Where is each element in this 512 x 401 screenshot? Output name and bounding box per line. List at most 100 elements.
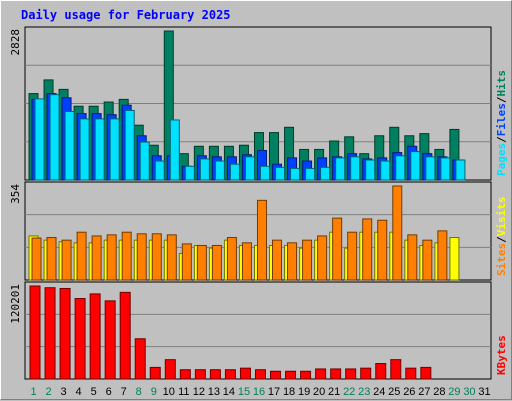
x-tick-label-day-12: 12	[193, 386, 205, 398]
bar-pages-day-29	[455, 159, 466, 181]
bar-sites-day-22	[347, 231, 358, 281]
bar-pages-day-15	[244, 156, 255, 181]
bar-pages-day-12	[199, 158, 210, 181]
bar-kbytes-day-20	[315, 368, 327, 380]
axis-label-part: /	[495, 236, 508, 243]
bar-pages-day-11	[184, 165, 195, 181]
x-tick-label-day-23: 23	[358, 386, 370, 398]
bar-kbytes-day-10	[164, 359, 176, 380]
x-tick-label-day-20: 20	[313, 386, 325, 398]
x-tick-label-day-14: 14	[223, 386, 235, 398]
axis-label-part: Sites	[495, 243, 508, 276]
bar-sites-day-23	[362, 218, 373, 281]
x-tick-label-day-16: 16	[253, 386, 265, 398]
bar-pages-day-20	[320, 166, 331, 181]
bar-sites-day-26	[407, 234, 418, 281]
bar-sites-day-18	[287, 242, 298, 281]
axis-label-kbytes: KBytes	[495, 335, 508, 375]
x-tick-label-day-8: 8	[136, 386, 142, 398]
x-tick-label-day-2: 2	[45, 386, 51, 398]
bar-pages-day-26	[410, 151, 421, 181]
bar-pages-day-7	[124, 109, 135, 181]
x-tick-label-day-9: 9	[151, 386, 157, 398]
bar-kbytes-day-15	[239, 367, 251, 380]
bar-kbytes-day-17	[270, 370, 282, 380]
x-tick-label-day-25: 25	[388, 386, 400, 398]
bar-kbytes-day-18	[285, 370, 297, 380]
x-tick-label-day-18: 18	[283, 386, 295, 398]
x-tick-label-day-6: 6	[106, 386, 112, 398]
bar-kbytes-day-22	[345, 368, 357, 380]
bar-pages-day-2	[49, 94, 60, 181]
bar-pages-day-16	[259, 165, 270, 181]
bar-kbytes-day-9	[149, 366, 161, 380]
panel-visits-sites: 354 Sites/Visits	[9, 181, 508, 281]
bar-sites-day-27	[422, 239, 433, 281]
bar-pages-day-22	[350, 156, 361, 181]
x-tick-label-day-5: 5	[91, 386, 97, 398]
x-tick-label-day-11: 11	[178, 386, 189, 398]
axis-label-part: Visits	[495, 197, 508, 237]
bar-kbytes-day-26	[405, 367, 417, 380]
bar-sites-day-11	[181, 243, 192, 281]
x-tick-label-day-31: 31	[478, 386, 490, 398]
bar-sites-day-20	[317, 235, 328, 281]
bar-kbytes-day-5	[89, 293, 101, 380]
x-tick-label-day-4: 4	[76, 386, 82, 398]
bar-sites-day-7	[121, 231, 132, 281]
x-axis-labels: 1 2 3 4 5 6 7 8 9 10 11 12 13 14 15 16 17 18 19 20 21 22 23 24 2…	[30, 386, 490, 398]
bar-sites-day-4	[76, 231, 87, 281]
x-tick-label-day-19: 19	[298, 386, 310, 398]
bar-kbytes-day-12	[194, 369, 206, 380]
bar-kbytes-day-13	[209, 369, 221, 380]
bar-sites-day-1	[31, 237, 42, 281]
bar-pages-day-23	[365, 159, 376, 181]
bar-sites-day-28	[437, 230, 448, 281]
x-tick-label-day-7: 7	[121, 386, 127, 398]
bar-sites-day-13	[211, 244, 222, 281]
bar-sites-day-16	[256, 199, 267, 281]
bar-pages-day-5	[94, 118, 105, 181]
bar-pages-day-14	[229, 163, 240, 181]
bar-kbytes-day-27	[420, 366, 432, 380]
bar-sites-day-21	[332, 217, 343, 281]
bar-pages-day-8	[139, 141, 150, 181]
panel-kbytes: 120201 KBytes	[9, 281, 508, 380]
x-tick-label-day-13: 13	[208, 386, 220, 398]
bar-sites-day-8	[136, 233, 147, 281]
x-tick-label-day-21: 21	[328, 386, 340, 398]
bar-kbytes-day-25	[390, 359, 402, 380]
bar-pages-day-21	[335, 157, 346, 181]
x-tick-label-day-28: 28	[433, 386, 445, 398]
bar-sites-day-24	[377, 219, 388, 281]
bar-sites-day-10	[166, 234, 177, 281]
bar-kbytes-day-7	[119, 291, 131, 380]
y-max-label-kbytes: 120201	[9, 284, 22, 324]
bar-kbytes-day-14	[224, 369, 236, 380]
bar-visits-day-29	[449, 237, 460, 281]
bar-sites-day-19	[302, 239, 313, 281]
bar-pages-day-18	[290, 167, 301, 181]
bar-sites-day-6	[106, 234, 117, 281]
x-tick-label-day-29: 29	[448, 386, 460, 398]
bar-kbytes-day-23	[360, 367, 372, 380]
bar-kbytes-day-11	[179, 369, 191, 380]
y-max-label-visits-sites: 354	[9, 184, 22, 204]
bar-pages-day-25	[395, 155, 406, 181]
bar-kbytes-day-8	[134, 338, 146, 380]
axis-label-part: /	[495, 96, 508, 103]
bar-kbytes-day-24	[375, 363, 387, 380]
bar-pages-day-3	[64, 111, 75, 181]
x-tick-label-day-30: 30	[463, 386, 475, 398]
x-tick-label-day-3: 3	[61, 386, 67, 398]
axis-label-part: /	[495, 136, 508, 143]
bar-sites-day-15	[241, 242, 252, 281]
bar-kbytes-day-16	[254, 369, 266, 380]
x-tick-label-day-10: 10	[163, 386, 175, 398]
bar-sites-day-12	[196, 244, 207, 281]
bar-pages-day-19	[305, 167, 316, 181]
bar-pages-day-27	[425, 156, 436, 181]
bar-pages-day-10	[169, 119, 180, 181]
